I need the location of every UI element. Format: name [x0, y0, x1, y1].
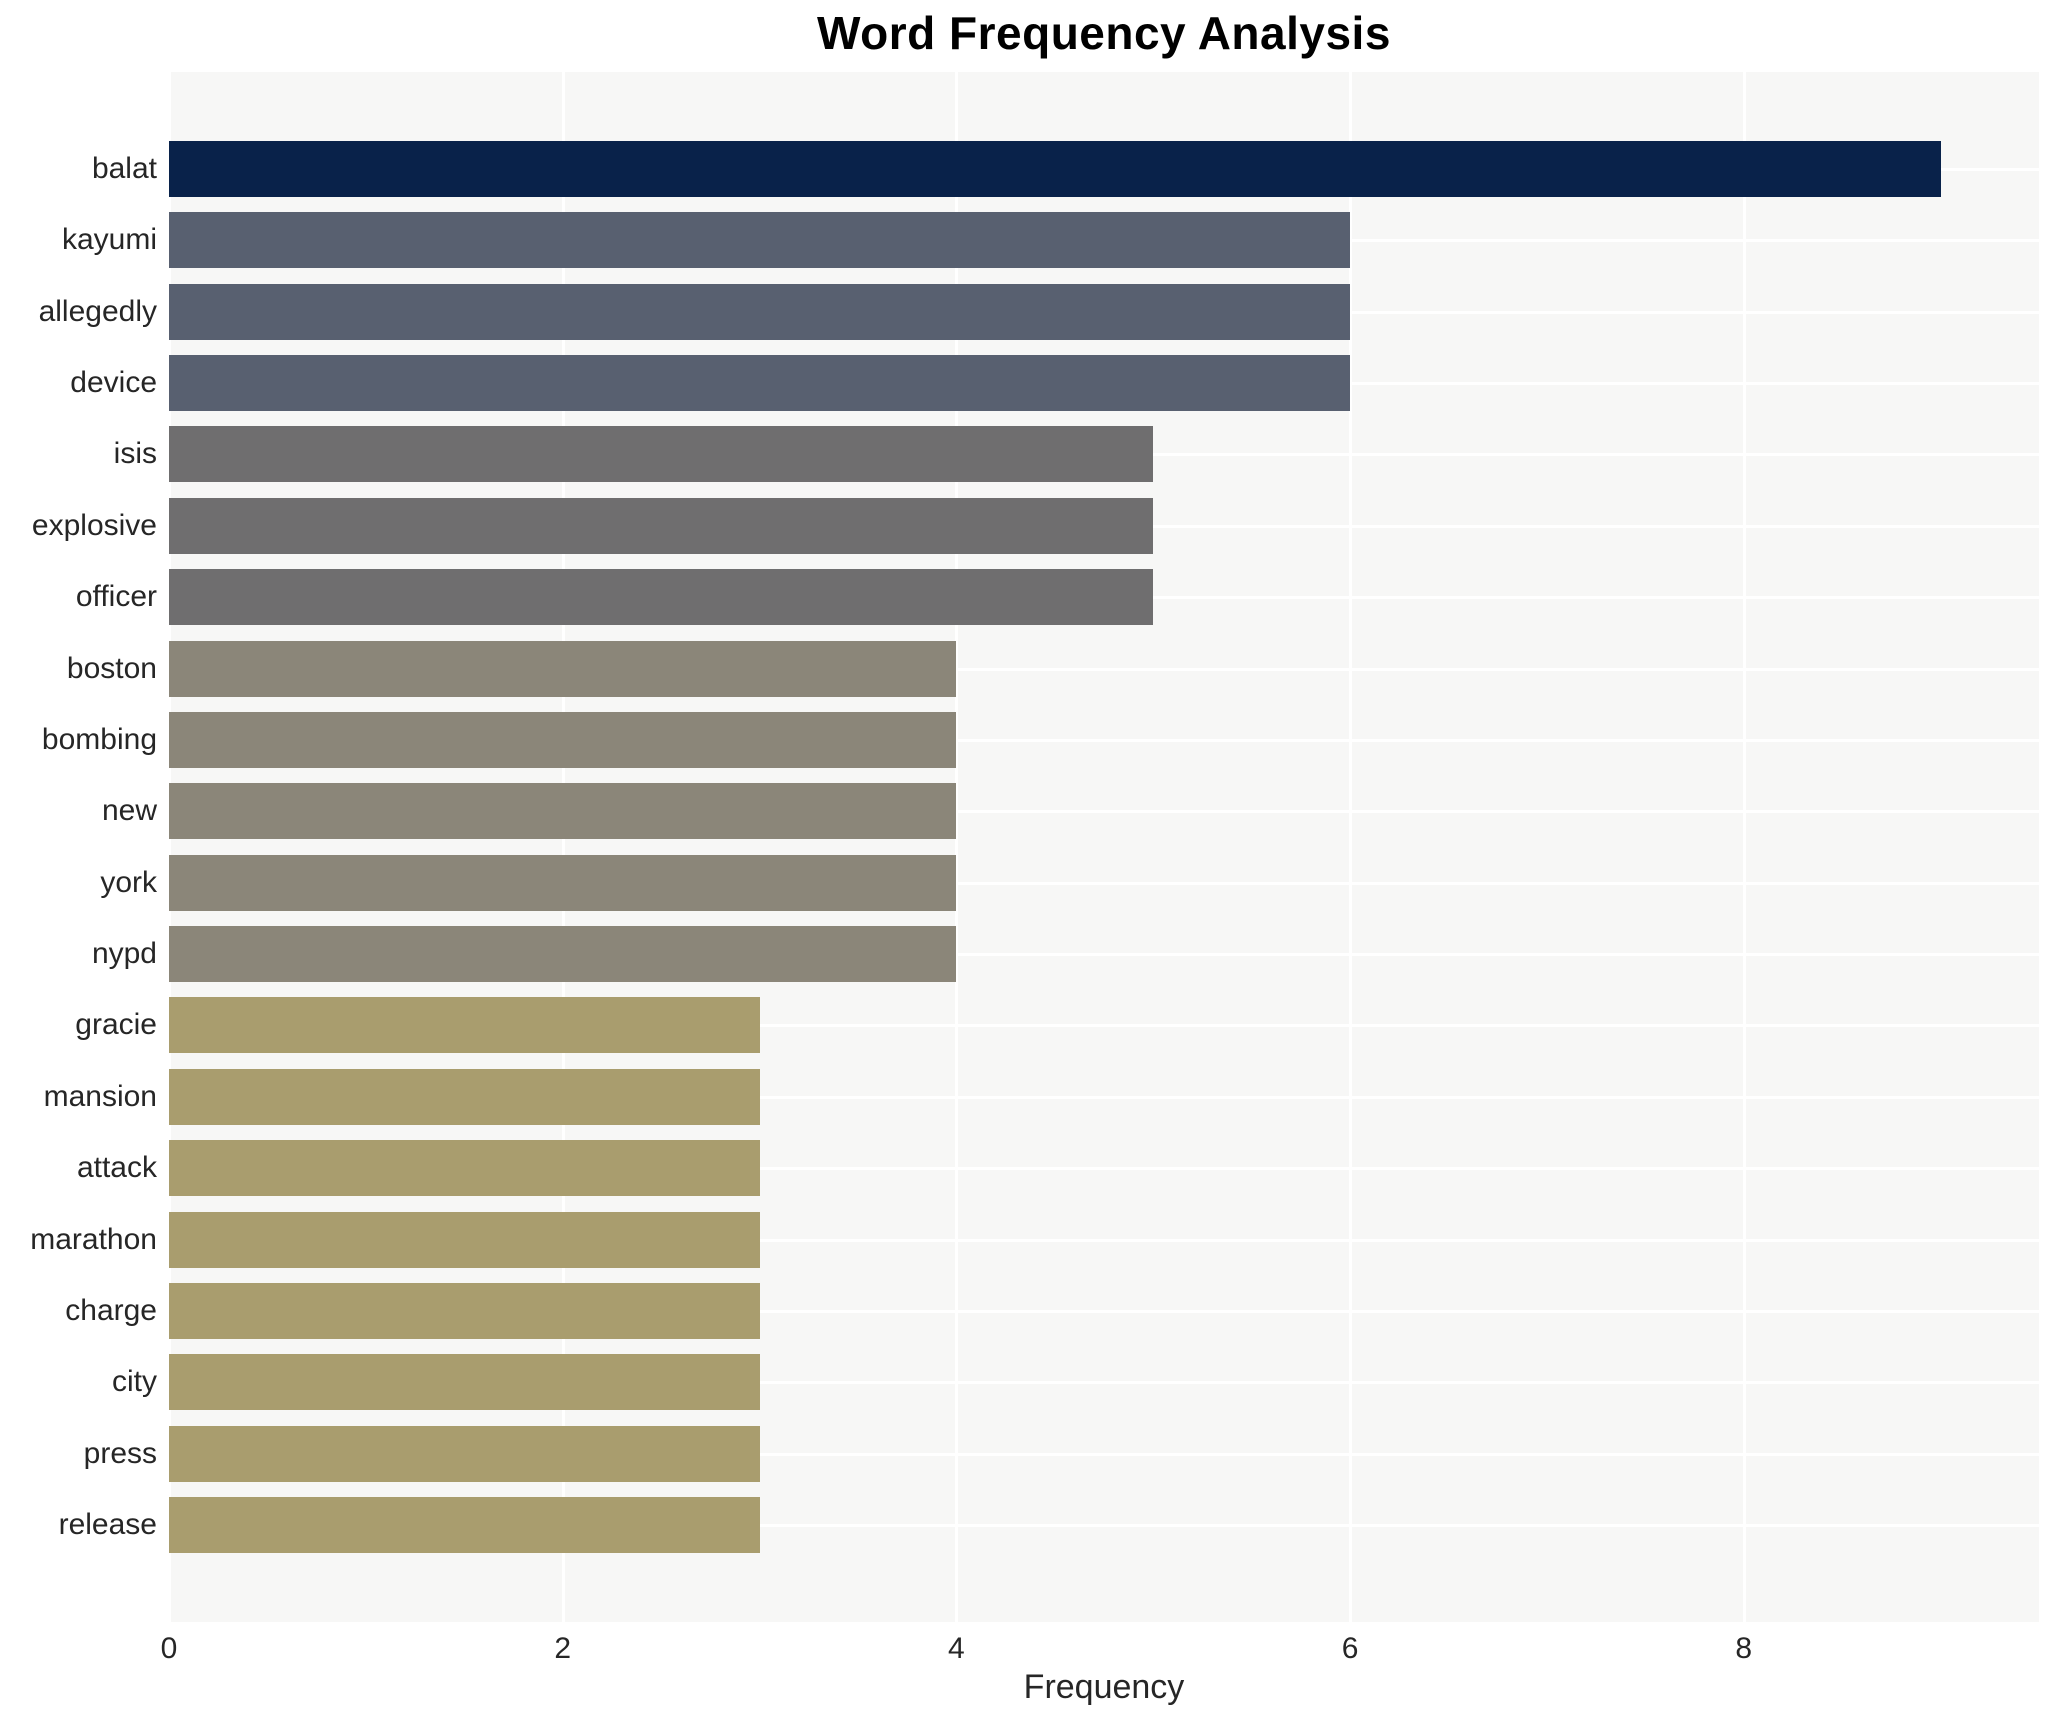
bar-isis: [169, 426, 1154, 483]
y-gridline: [169, 1452, 2039, 1456]
y-gridline: [169, 881, 2039, 885]
y-gridline: [169, 738, 2039, 742]
bar-new: [169, 783, 957, 840]
y-gridline: [169, 1524, 2039, 1527]
x-gridline: [1349, 72, 1353, 1622]
bar-release: [169, 1497, 760, 1553]
y-tick-label: nypd: [91, 937, 157, 971]
y-tick-label: isis: [113, 437, 157, 471]
bar-mansion: [169, 1068, 760, 1125]
x-gridline: [561, 72, 565, 1622]
bar-bombing: [169, 711, 957, 768]
y-tick-label: balat: [91, 152, 157, 185]
y-tick-label: gracie: [75, 1008, 157, 1042]
x-tick-label: 4: [948, 1632, 965, 1665]
bar-allegedly: [169, 283, 1351, 340]
y-tick-label: charge: [65, 1293, 157, 1327]
plot-area: [168, 72, 2039, 1622]
bar-officer: [169, 569, 1154, 626]
y-tick-label: release: [58, 1508, 157, 1541]
y-tick-label: allegedly: [38, 294, 157, 328]
x-gridline: [1742, 72, 1746, 1622]
x-tick-label: 2: [554, 1632, 572, 1665]
x-tick-label: 0: [160, 1632, 178, 1665]
chart-title: Word Frequency Analysis: [817, 7, 1391, 59]
bar-gracie: [169, 997, 760, 1054]
bar-york: [169, 854, 957, 911]
bar-kayumi: [169, 212, 1351, 269]
bar-city: [169, 1354, 760, 1411]
x-axis-title: Frequency: [1023, 1668, 1185, 1706]
y-gridline: [169, 1024, 2039, 1028]
bar-boston: [169, 640, 957, 697]
y-tick-label: device: [70, 366, 157, 400]
x-tick-label: 6: [1341, 1632, 1359, 1665]
y-tick-label: marathon: [30, 1222, 157, 1256]
y-gridline: [169, 1238, 2039, 1242]
y-tick-label: new: [101, 794, 157, 828]
y-tick-label: mansion: [43, 1079, 157, 1113]
bar-balat: [169, 141, 1941, 197]
y-tick-label: kayumi: [61, 223, 157, 257]
bar-marathon: [169, 1211, 760, 1268]
y-tick-label: boston: [66, 651, 157, 685]
y-gridline: [169, 667, 2039, 671]
bar-nypd: [169, 926, 957, 983]
y-tick-label: press: [83, 1436, 157, 1470]
bar-press: [169, 1425, 760, 1482]
bar-device: [169, 355, 1351, 412]
bar-attack: [169, 1140, 760, 1197]
x-tick-label: 8: [1735, 1632, 1753, 1665]
y-gridline: [169, 1309, 2039, 1313]
bar-charge: [169, 1282, 760, 1339]
y-tick-label: officer: [75, 580, 157, 614]
y-tick-label: city: [112, 1365, 157, 1399]
y-gridline: [169, 953, 2039, 957]
x-gridline: [168, 72, 171, 1622]
y-gridline: [169, 810, 2039, 814]
y-gridline: [169, 1167, 2039, 1171]
y-gridline: [169, 1095, 2039, 1099]
y-tick-label: york: [100, 865, 157, 899]
y-tick-label: bombing: [41, 722, 157, 756]
x-gridline: [955, 72, 959, 1622]
bar-explosive: [169, 497, 1154, 554]
y-tick-label: explosive: [31, 508, 157, 542]
y-gridline: [169, 1381, 2039, 1385]
y-tick-label: attack: [76, 1151, 157, 1185]
